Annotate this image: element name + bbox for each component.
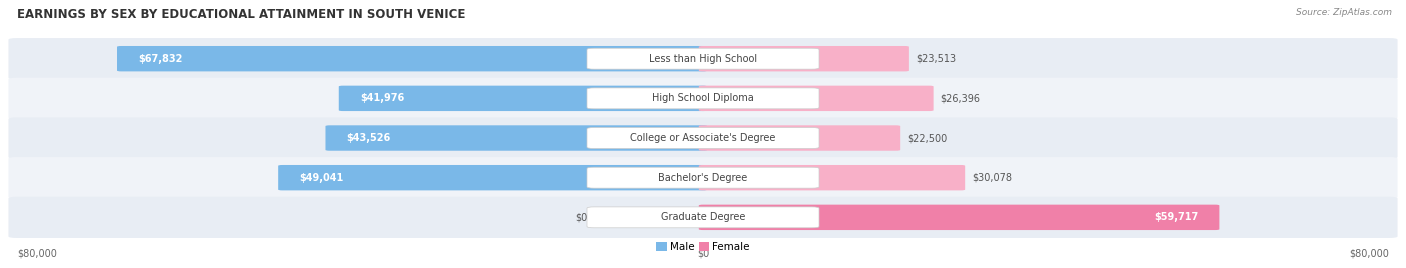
Text: $41,976: $41,976 [360, 93, 404, 103]
Text: $23,513: $23,513 [915, 54, 956, 64]
FancyBboxPatch shape [588, 207, 818, 228]
FancyBboxPatch shape [117, 46, 707, 71]
Text: High School Diploma: High School Diploma [652, 93, 754, 103]
FancyBboxPatch shape [588, 167, 818, 188]
FancyBboxPatch shape [8, 197, 1398, 238]
Text: EARNINGS BY SEX BY EDUCATIONAL ATTAINMENT IN SOUTH VENICE: EARNINGS BY SEX BY EDUCATIONAL ATTAINMEN… [17, 8, 465, 21]
Text: $67,832: $67,832 [138, 54, 183, 64]
FancyBboxPatch shape [699, 46, 908, 71]
FancyBboxPatch shape [588, 128, 818, 148]
FancyBboxPatch shape [8, 157, 1398, 198]
FancyBboxPatch shape [325, 125, 707, 151]
Text: $0: $0 [697, 248, 709, 258]
Text: $43,526: $43,526 [346, 133, 391, 143]
Text: $0: $0 [575, 212, 588, 222]
FancyBboxPatch shape [588, 88, 818, 109]
Text: Source: ZipAtlas.com: Source: ZipAtlas.com [1296, 8, 1392, 17]
FancyBboxPatch shape [699, 165, 965, 190]
Legend: Male, Female: Male, Female [652, 238, 754, 256]
Text: $80,000: $80,000 [1350, 248, 1389, 258]
Text: College or Associate's Degree: College or Associate's Degree [630, 133, 776, 143]
Text: Less than High School: Less than High School [650, 54, 756, 64]
FancyBboxPatch shape [588, 48, 818, 69]
Text: $26,396: $26,396 [941, 93, 980, 103]
FancyBboxPatch shape [699, 125, 900, 151]
FancyBboxPatch shape [8, 117, 1398, 159]
Text: $22,500: $22,500 [907, 133, 948, 143]
FancyBboxPatch shape [8, 78, 1398, 119]
FancyBboxPatch shape [278, 165, 707, 190]
Text: $59,717: $59,717 [1154, 212, 1198, 222]
FancyBboxPatch shape [699, 86, 934, 111]
Text: Graduate Degree: Graduate Degree [661, 212, 745, 222]
Text: Bachelor's Degree: Bachelor's Degree [658, 173, 748, 183]
FancyBboxPatch shape [699, 205, 1219, 230]
FancyBboxPatch shape [8, 38, 1398, 79]
Text: $80,000: $80,000 [17, 248, 56, 258]
FancyBboxPatch shape [339, 86, 707, 111]
Text: $30,078: $30,078 [972, 173, 1012, 183]
Text: $49,041: $49,041 [299, 173, 343, 183]
